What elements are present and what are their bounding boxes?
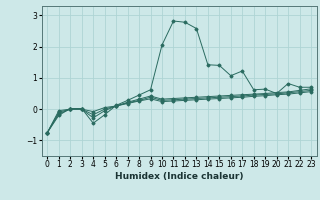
X-axis label: Humidex (Indice chaleur): Humidex (Indice chaleur) (115, 172, 244, 181)
